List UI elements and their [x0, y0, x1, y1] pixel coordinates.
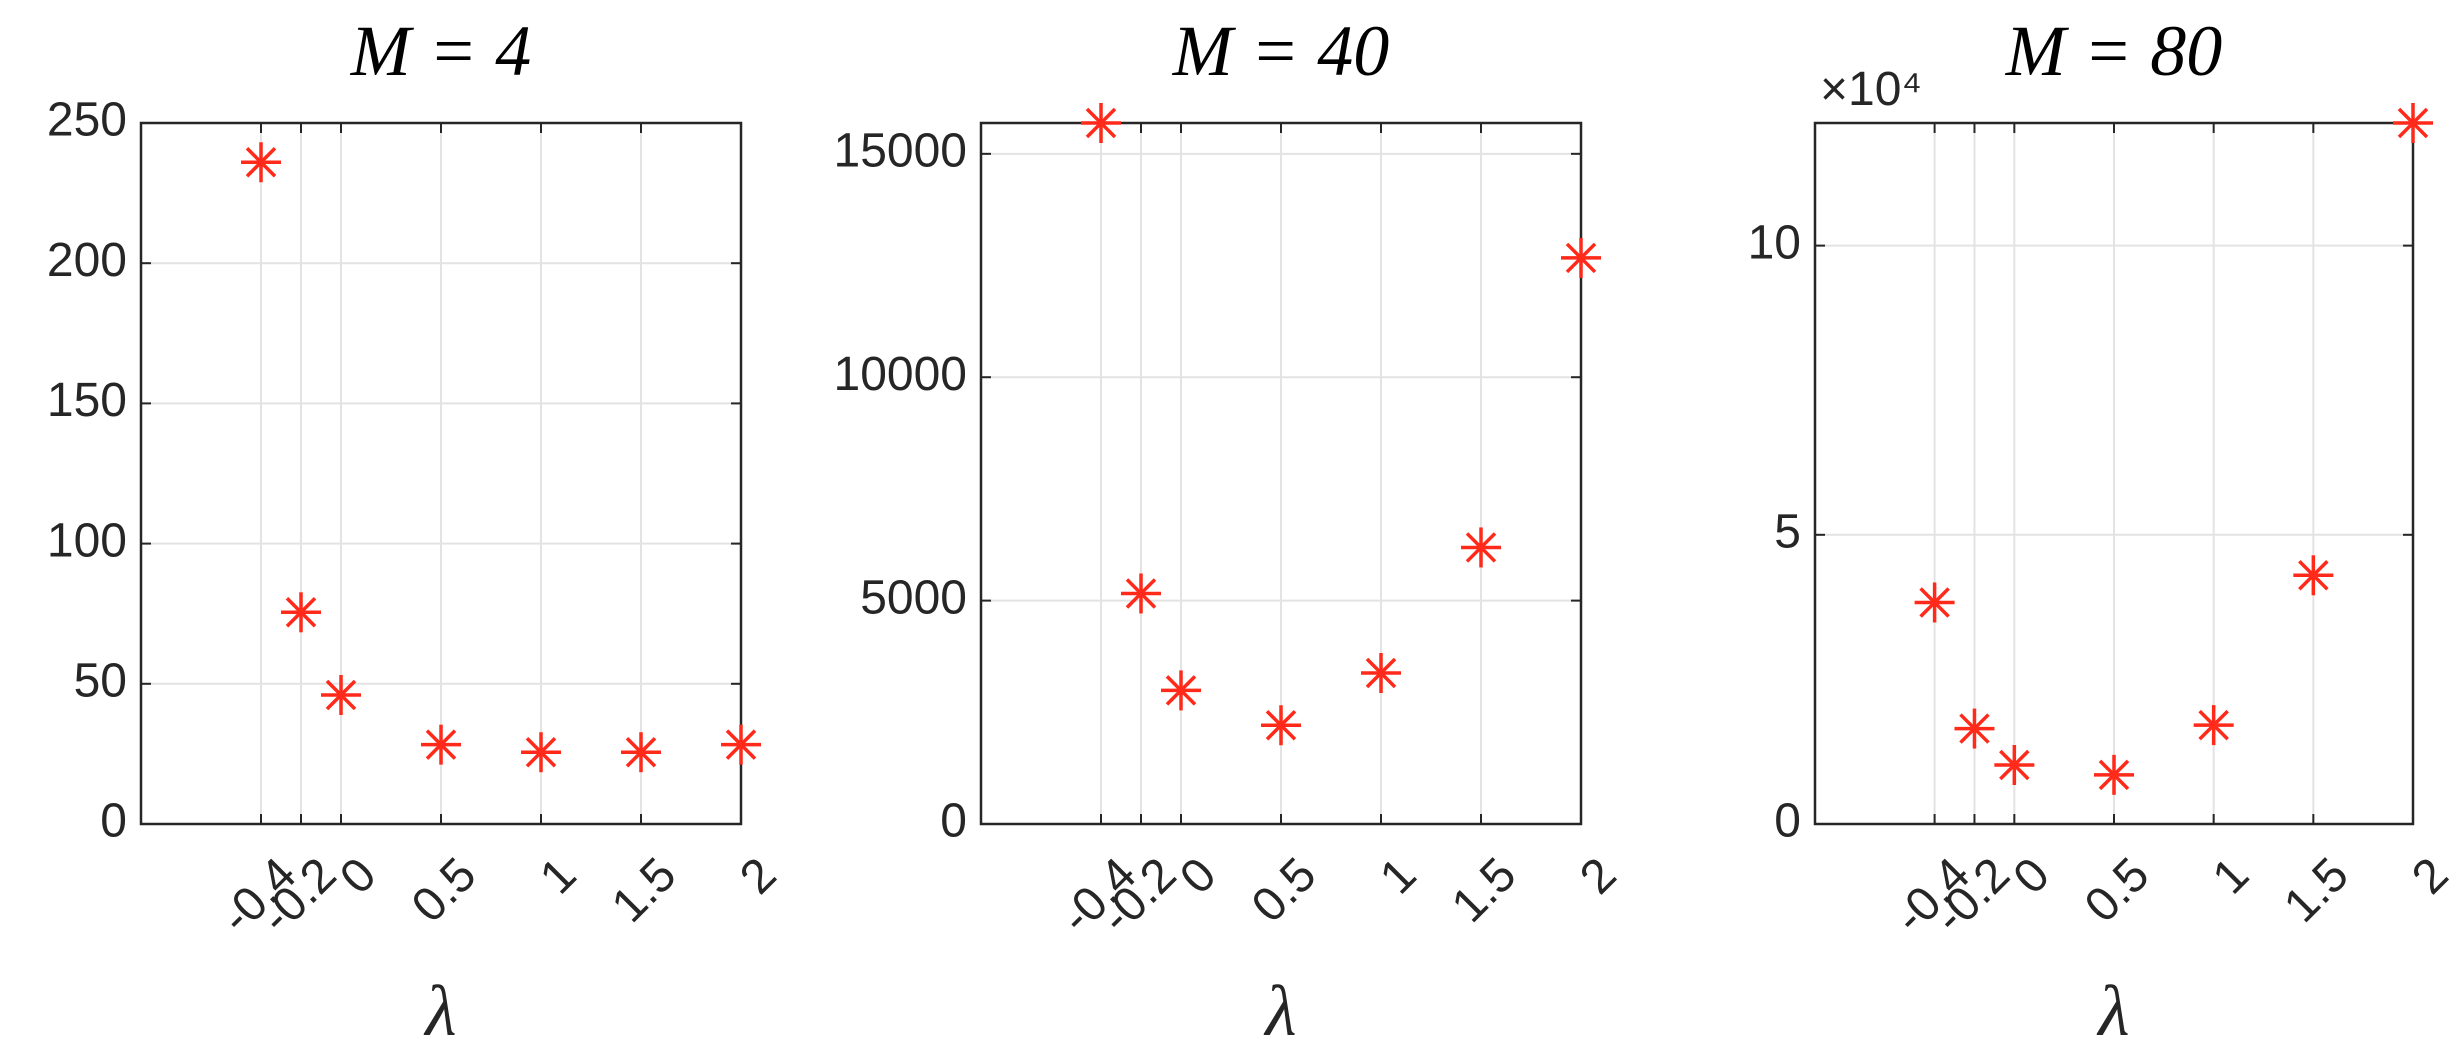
axes-box [139, 121, 743, 826]
marker-stroke [285, 597, 317, 628]
y-tick-label: 5000 [860, 571, 967, 624]
data-point [2094, 754, 2134, 795]
marker-stroke [1365, 657, 1397, 689]
x-tick-label: 0 [330, 848, 386, 904]
data-point [2293, 555, 2334, 596]
y-tick-label: 10 [1748, 216, 1801, 269]
y-tick-label: 150 [47, 374, 127, 427]
x-tick-label: 0 [2004, 848, 2060, 904]
x-tick-label: 0.5 [2075, 848, 2160, 933]
y-tick-label: 250 [47, 94, 127, 147]
data-point [621, 732, 661, 773]
x-tick-label: 1.5 [1442, 848, 1527, 933]
data-point [1161, 670, 1201, 711]
marker-stroke [1265, 710, 1297, 741]
marker-stroke [525, 736, 557, 768]
marker-stroke [1959, 713, 1990, 744]
data-point [1361, 652, 1401, 693]
x-axis-label: λ [423, 971, 456, 1050]
y-tick-label: 50 [74, 654, 127, 707]
data-point [1994, 745, 2035, 786]
y-tick-label: 0 [940, 795, 967, 848]
data-point [521, 732, 561, 773]
x-tick-label: 1 [2203, 848, 2259, 904]
x-tick-label: 1.5 [2274, 848, 2359, 933]
marker-stroke [325, 679, 357, 711]
x-tick-label: 0.5 [402, 848, 487, 933]
marker-stroke [1165, 675, 1197, 706]
marker-stroke [1125, 578, 1157, 609]
marker-stroke [1085, 107, 1117, 139]
y-tick-label: 15000 [834, 124, 967, 177]
data-point [1954, 708, 1995, 749]
y-tick-label: 5 [1774, 505, 1801, 558]
data-point [721, 724, 761, 765]
marker-stroke [425, 729, 457, 760]
x-tick-label: 0.5 [1242, 848, 1327, 933]
marker-stroke [625, 736, 657, 768]
data-point [1561, 237, 1601, 278]
data-point [421, 724, 461, 765]
y-tick-label: 200 [47, 234, 127, 287]
y-tick-label: 10000 [834, 348, 967, 401]
data-point [1914, 582, 1955, 623]
marker-stroke [1565, 242, 1597, 274]
axes-box [979, 121, 1583, 826]
x-tick-label: 1 [1370, 848, 1426, 904]
x-axis-label: λ [1263, 971, 1296, 1050]
x-axis-label: λ [2096, 971, 2129, 1050]
data-point [1461, 527, 1501, 568]
x-tick-label: 2 [730, 848, 786, 904]
marker-stroke [725, 729, 757, 760]
data-point [2393, 103, 2433, 143]
data-point [1261, 705, 1301, 746]
data-point [241, 142, 281, 183]
y-tick-label: 100 [47, 514, 127, 567]
data-point [1121, 573, 1161, 614]
data-point [281, 592, 321, 633]
chart-title: M = 40 [1172, 11, 1390, 91]
x-tick-label: 2 [1570, 848, 1626, 904]
marker-stroke [1919, 587, 1950, 618]
marker-stroke [2098, 759, 2130, 791]
x-tick-label: 1.5 [602, 848, 687, 933]
x-tick-label: 2 [2402, 848, 2458, 904]
y-tick-label: 0 [100, 795, 127, 848]
marker-stroke [1465, 532, 1497, 563]
marker-stroke [245, 147, 277, 178]
data-point [2193, 705, 2234, 746]
marker-stroke [2397, 107, 2429, 139]
chart-title: M = 80 [2005, 11, 2223, 91]
y-exponent-label: ×10⁴ [1820, 63, 1922, 116]
marker-stroke [1999, 749, 2030, 781]
marker-stroke [2298, 560, 2329, 591]
axes-box [1813, 121, 2415, 826]
x-tick-label: 0 [1170, 848, 1226, 904]
y-tick-label: 0 [1774, 795, 1801, 848]
x-tick-label: 1 [530, 848, 586, 904]
data-point [321, 675, 361, 716]
data-point [1081, 103, 1121, 143]
chart-title: M = 4 [350, 11, 532, 91]
marker-stroke [2198, 709, 2229, 741]
